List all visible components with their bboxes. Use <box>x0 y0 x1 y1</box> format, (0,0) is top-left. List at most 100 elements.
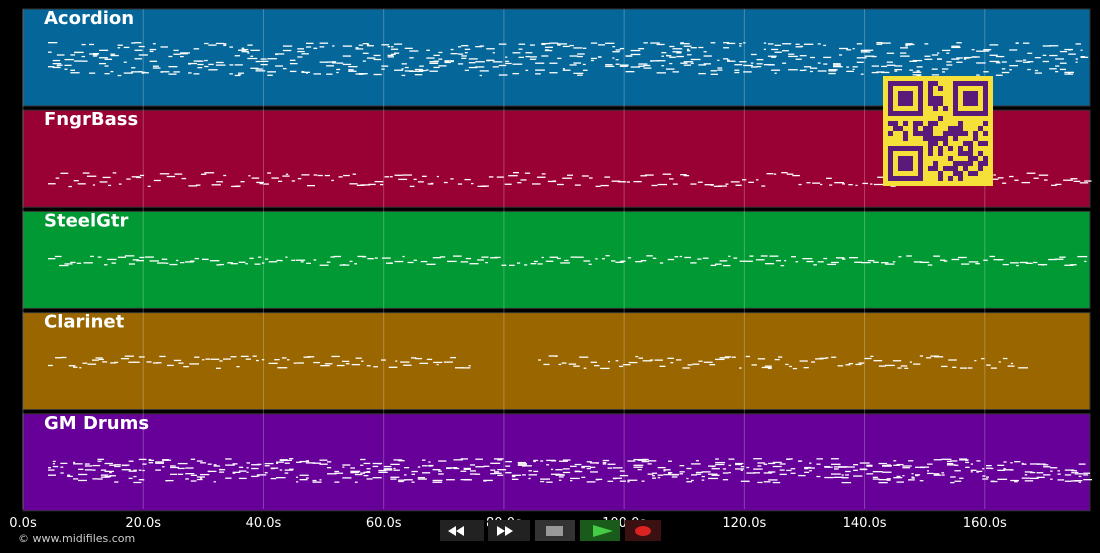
qr-module <box>948 156 953 161</box>
note <box>391 53 396 55</box>
note <box>971 48 975 51</box>
note <box>589 177 593 179</box>
note <box>619 470 625 472</box>
note <box>701 479 705 481</box>
note <box>110 54 119 57</box>
note <box>771 56 776 58</box>
note <box>303 356 311 358</box>
note <box>168 73 177 75</box>
note <box>806 260 814 263</box>
note <box>223 174 227 177</box>
note <box>582 63 586 66</box>
note <box>573 72 584 75</box>
note <box>225 477 232 479</box>
note <box>312 462 321 464</box>
note <box>59 264 69 267</box>
note <box>676 359 682 361</box>
qr-module <box>918 121 923 126</box>
note <box>213 481 216 483</box>
note <box>1080 49 1083 51</box>
record-button[interactable] <box>625 520 661 541</box>
note <box>169 263 178 266</box>
note <box>1027 68 1031 71</box>
forward-button[interactable] <box>488 520 530 541</box>
note <box>520 179 527 181</box>
note <box>846 70 854 73</box>
play-button[interactable] <box>580 520 620 541</box>
note <box>208 44 217 46</box>
qr-module <box>933 96 938 101</box>
note <box>414 74 423 76</box>
note <box>1021 477 1030 479</box>
note <box>64 263 73 265</box>
note <box>541 256 544 259</box>
rewind-button[interactable] <box>440 520 484 541</box>
note <box>190 480 197 482</box>
note <box>735 463 742 466</box>
qr-module <box>928 121 933 126</box>
note <box>881 71 890 74</box>
note <box>820 183 823 186</box>
note <box>98 358 105 361</box>
note <box>305 462 316 464</box>
note <box>643 64 651 67</box>
note <box>529 58 537 60</box>
note <box>251 475 258 478</box>
note <box>600 367 610 370</box>
note <box>680 62 688 64</box>
note <box>177 467 185 470</box>
note <box>384 176 390 178</box>
note <box>355 47 359 49</box>
qr-module <box>973 136 978 141</box>
note <box>963 58 967 60</box>
note <box>55 177 60 179</box>
note <box>902 467 911 469</box>
note <box>778 356 783 358</box>
note <box>138 458 147 461</box>
qr-module <box>963 141 968 146</box>
track-name: Acordion <box>44 8 134 29</box>
qr-module <box>943 131 948 136</box>
note <box>1070 178 1078 180</box>
note <box>1075 58 1079 60</box>
note <box>703 63 711 65</box>
note <box>333 255 342 258</box>
note <box>393 459 403 461</box>
note <box>327 461 332 463</box>
note <box>687 364 693 366</box>
qr-module <box>948 176 953 181</box>
qr-module <box>928 101 933 106</box>
note <box>1024 480 1034 482</box>
qr-module <box>978 126 983 131</box>
note <box>68 185 72 188</box>
note <box>134 361 140 363</box>
note <box>791 256 796 258</box>
qr-module <box>938 116 943 121</box>
note <box>640 175 647 177</box>
note <box>931 74 940 76</box>
note <box>878 479 888 481</box>
note <box>690 262 697 264</box>
note <box>627 257 632 259</box>
note <box>1078 475 1082 478</box>
stop-button[interactable] <box>535 520 575 541</box>
note <box>872 471 883 473</box>
note <box>1059 50 1068 53</box>
note <box>860 49 868 52</box>
note <box>683 61 694 63</box>
note <box>809 70 814 73</box>
note <box>79 367 82 369</box>
note <box>838 47 849 50</box>
note <box>461 55 467 57</box>
note <box>951 258 960 261</box>
note <box>146 361 152 363</box>
note <box>401 68 404 70</box>
note <box>676 51 682 53</box>
note <box>753 458 762 460</box>
note <box>73 180 79 182</box>
note <box>102 176 111 179</box>
note <box>1034 69 1038 72</box>
note <box>686 481 692 483</box>
note <box>342 45 353 47</box>
note <box>570 256 578 258</box>
